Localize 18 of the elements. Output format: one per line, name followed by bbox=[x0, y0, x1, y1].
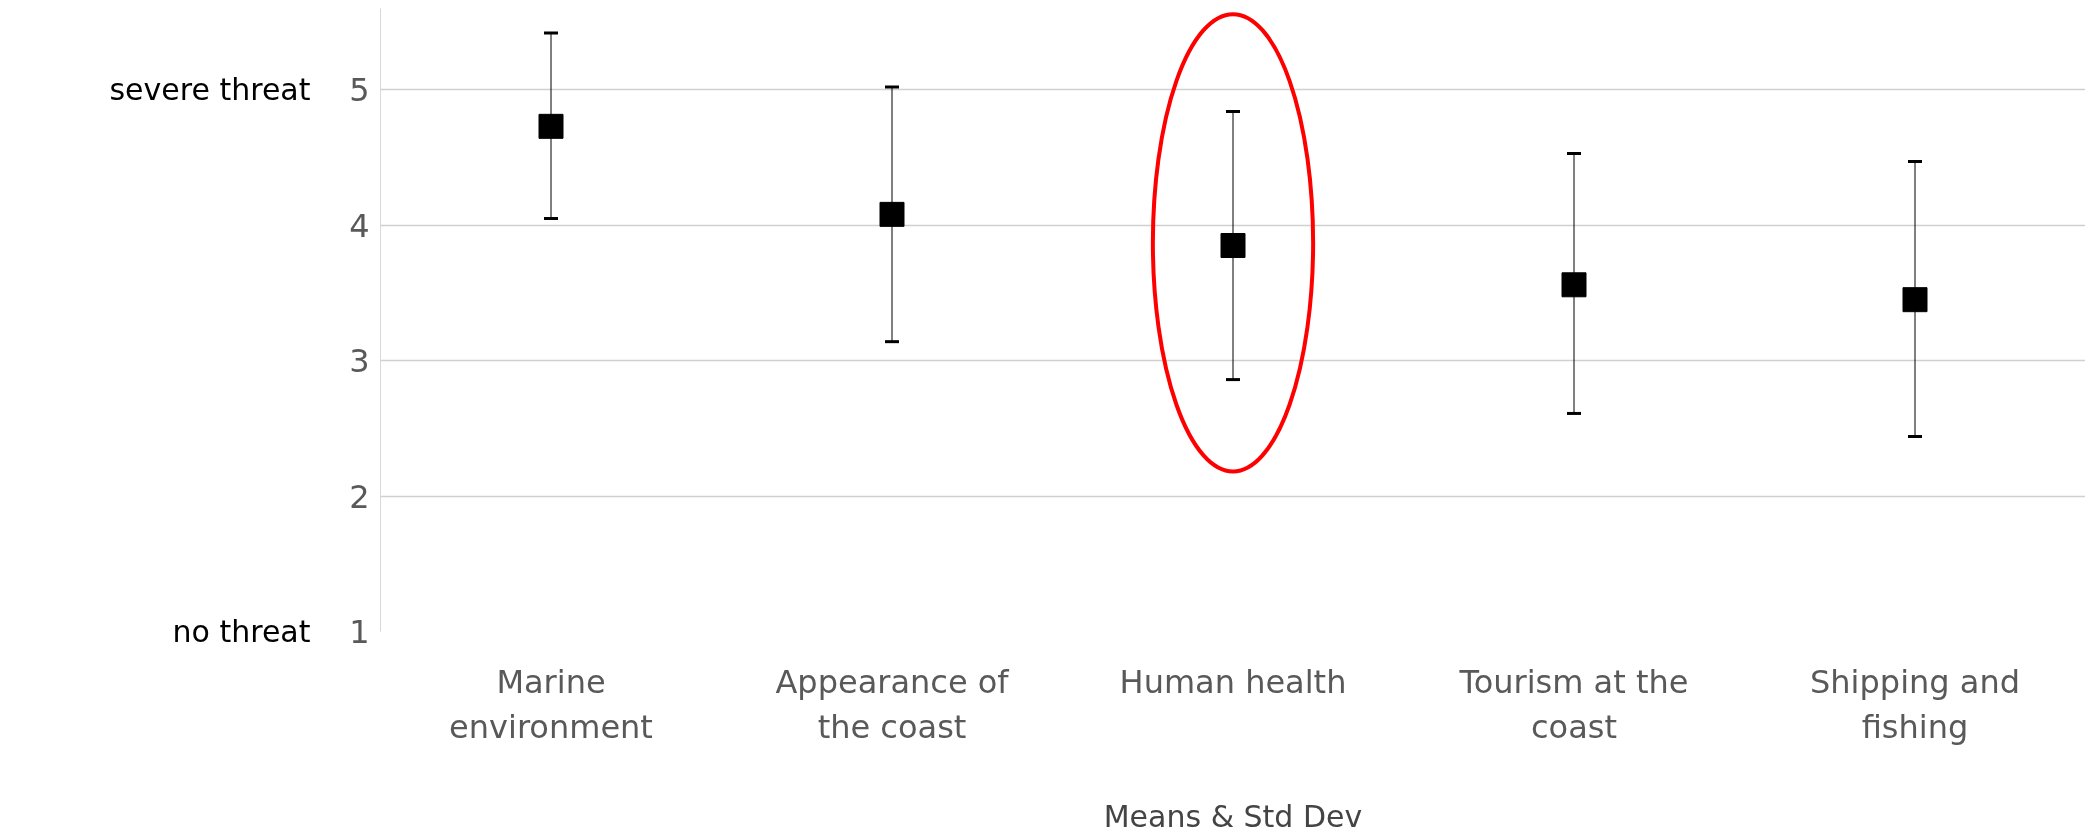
x-tick-label: Appearance of the coast bbox=[775, 662, 1010, 747]
x-axis-title: Means & Std Dev bbox=[1103, 799, 1363, 835]
y-tick-label: 5 bbox=[349, 71, 370, 110]
x-tick-label: Marine environment bbox=[449, 662, 653, 747]
y-tick-label: 3 bbox=[349, 342, 370, 381]
x-tick-label: Tourism at the coast bbox=[1458, 662, 1689, 747]
x-tick-label: Human health bbox=[1119, 662, 1347, 701]
point bbox=[1561, 272, 1587, 298]
point bbox=[1220, 233, 1246, 259]
text: no threat bbox=[172, 614, 311, 649]
y-tick-label: 4 bbox=[349, 206, 370, 245]
y-tick-label: 1 bbox=[349, 613, 370, 651]
text: severe threat bbox=[109, 72, 311, 108]
point bbox=[1902, 287, 1928, 313]
x-tick-label: Shipping and fishing bbox=[1810, 662, 2020, 747]
y-tick-label: 2 bbox=[349, 477, 370, 516]
point bbox=[538, 113, 564, 139]
point bbox=[879, 201, 905, 227]
